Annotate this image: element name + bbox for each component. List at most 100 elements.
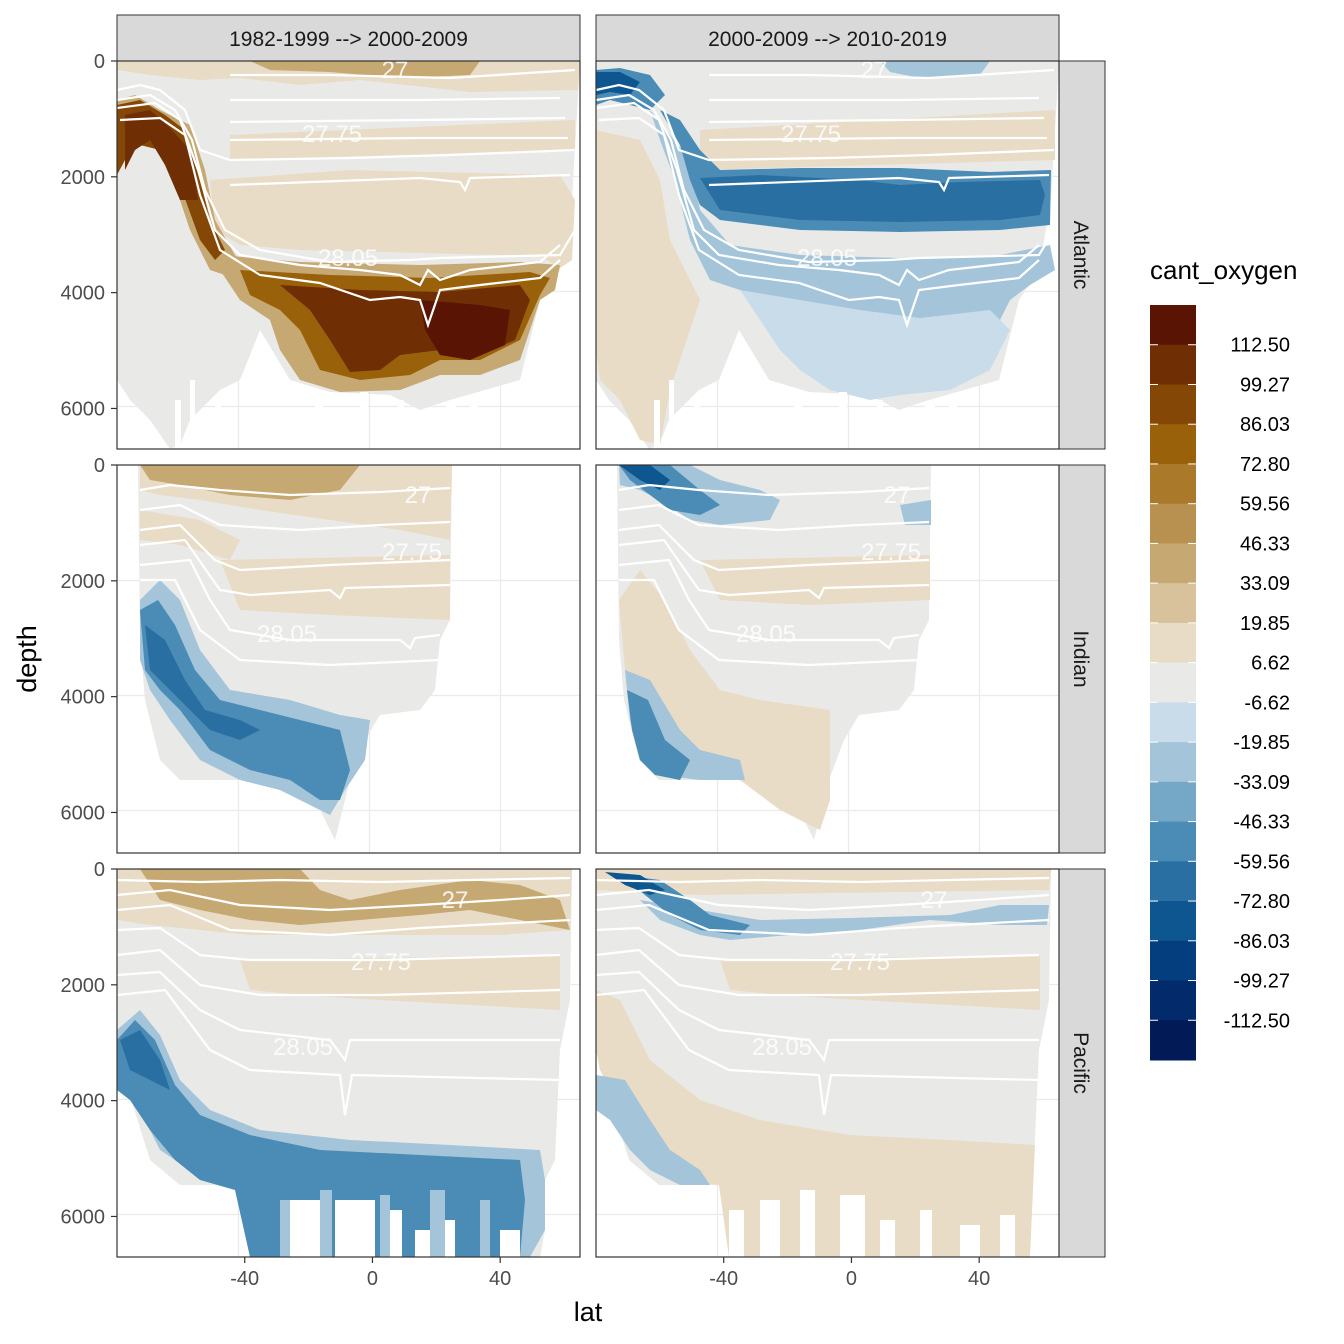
legend-swatch	[1150, 384, 1196, 425]
pac-c2-label-27.75: 27.75	[830, 949, 890, 976]
y-tick-label: 6000	[61, 1206, 106, 1228]
pac-c1-label-27.75: 27.75	[351, 949, 411, 976]
legend-swatch	[1150, 424, 1196, 465]
legend-swatch	[1150, 622, 1196, 664]
legend-label: -72.80	[1233, 891, 1290, 913]
legend-label: 86.03	[1240, 414, 1290, 436]
legend-swatch	[1150, 344, 1196, 385]
legend-swatch	[1150, 821, 1196, 862]
ind-c2-label-27: 27	[884, 482, 911, 509]
legend-label: -86.03	[1233, 931, 1290, 953]
x-axis-title: lat	[574, 1297, 603, 1327]
legend-label: -99.27	[1233, 971, 1290, 993]
legend-swatch	[1150, 980, 1196, 1021]
row-strips: Atlantic Indian Pacific	[1058, 60, 1106, 1258]
strip-row-indian	[1058, 464, 1106, 854]
legend-label: 99.27	[1240, 374, 1290, 396]
legend: cant_oxygen 112.50 99.27 86.03 72.80 59.56 46…	[1150, 255, 1297, 1061]
legend-colorbar	[1150, 305, 1196, 1061]
legend-label: 112.50	[1230, 335, 1290, 357]
x-axes: -40 0 40 -40 0 40	[230, 1257, 990, 1290]
y-tick-label: 4000	[61, 687, 106, 709]
legend-swatch	[1150, 305, 1196, 346]
legend-swatch	[1150, 901, 1196, 942]
y-axis-title: depth	[12, 625, 42, 693]
legend-label: -112.50	[1224, 1010, 1290, 1032]
panel-atlantic-1982: 28.05 27.75 27	[117, 57, 580, 449]
atl-c2-label-28.05: 28.05	[797, 245, 857, 272]
legend-title: cant_oxygen	[1150, 255, 1297, 285]
y-tick-label: 0	[94, 859, 105, 881]
legend-swatch	[1150, 742, 1196, 783]
y-tick-label: 2000	[61, 975, 106, 997]
y-tick-label: 6000	[61, 802, 106, 824]
strip-col-2	[595, 14, 1060, 62]
pac-c2-label-27: 27	[921, 887, 948, 914]
legend-swatch	[1150, 702, 1196, 743]
atl-c1-label-28.05: 28.05	[318, 245, 378, 272]
strip-row-atlantic	[1058, 60, 1106, 450]
y-axes: 0 2000 4000 6000 0 2000 4000 6000 0 2000 4000 6000	[61, 51, 117, 1228]
x-tick-label: 0	[367, 1268, 378, 1290]
legend-label: -19.85	[1233, 732, 1290, 754]
x-tick-label: -40	[709, 1268, 738, 1290]
y-tick-label: 6000	[61, 398, 106, 420]
panel-atlantic-2000: 28.05 27.75 27	[596, 57, 1059, 449]
strip-col-1	[116, 14, 581, 62]
panel-pacific-2000: 28.05 27.75 27	[596, 869, 1059, 1257]
legend-swatch	[1150, 781, 1196, 823]
strip-row-indian-label: Indian	[1069, 630, 1092, 687]
atl-c2-label-27: 27	[861, 57, 888, 84]
x-tick-label: 40	[489, 1268, 511, 1290]
legend-label: 59.56	[1240, 494, 1290, 516]
legend-label: -59.56	[1233, 851, 1290, 873]
pac-c1-label-27: 27	[442, 887, 469, 914]
y-tick-label: 4000	[61, 283, 106, 305]
legend-labels: 112.50 99.27 86.03 72.80 59.56 46.33 33.09 19.8…	[1150, 335, 1290, 1032]
ind-c1-label-28.05: 28.05	[257, 621, 317, 648]
atl-c1-label-27: 27	[382, 57, 409, 84]
column-strips: 1982-1999 --> 2000-2009 2000-2009 --> 20…	[116, 14, 1060, 62]
legend-swatch	[1150, 1020, 1196, 1061]
x-tick-label: 0	[846, 1268, 857, 1290]
x-tick-label: 40	[968, 1268, 990, 1290]
y-tick-label: 0	[94, 455, 105, 477]
panel-indian-1982: 28.05 27.75 27	[117, 465, 580, 853]
legend-label: 6.62	[1251, 653, 1290, 675]
ind-c1-label-27.75: 27.75	[382, 539, 442, 566]
ind-c2-label-27.75: 27.75	[861, 539, 921, 566]
strip-row-pacific	[1058, 868, 1106, 1258]
strip-col-2-label: 2000-2009 --> 2010-2019	[708, 28, 947, 51]
panel-pacific-1982: 28.05 27.75 27	[117, 869, 580, 1257]
legend-swatch	[1150, 503, 1196, 544]
legend-label: -6.62	[1244, 692, 1290, 714]
ind-c2-label-28.05: 28.05	[736, 621, 796, 648]
y-tick-label: 4000	[61, 1091, 106, 1113]
atl-c2-label-27.75: 27.75	[781, 121, 841, 148]
ind-c1-label-27: 27	[405, 482, 432, 509]
pac-c2-label-28.05: 28.05	[752, 1034, 812, 1061]
x-tick-label: -40	[230, 1268, 259, 1290]
atl-c1-label-27.75: 27.75	[302, 121, 362, 148]
legend-swatch	[1150, 940, 1196, 982]
legend-label: -33.09	[1233, 772, 1290, 794]
legend-label: 19.85	[1240, 613, 1290, 635]
strip-col-1-label: 1982-1999 --> 2000-2009	[229, 28, 468, 51]
legend-label: 46.33	[1240, 533, 1290, 555]
legend-swatch	[1150, 463, 1196, 505]
legend-label: -46.33	[1233, 812, 1290, 834]
legend-label: 33.09	[1240, 573, 1290, 595]
strip-row-pacific-label: Pacific	[1069, 1032, 1092, 1094]
strip-row-atlantic-label: Atlantic	[1069, 221, 1092, 290]
y-tick-label: 0	[94, 51, 105, 73]
legend-label: 72.80	[1240, 454, 1290, 476]
legend-swatch	[1150, 583, 1196, 624]
y-tick-label: 2000	[61, 571, 106, 593]
legend-swatch	[1150, 861, 1196, 902]
legend-swatch	[1150, 543, 1196, 584]
y-tick-label: 2000	[61, 167, 106, 189]
legend-swatch	[1150, 662, 1196, 703]
panel-indian-2000: 28.05 27.75 27	[596, 465, 1059, 853]
pac-c1-label-28.05: 28.05	[273, 1034, 333, 1061]
